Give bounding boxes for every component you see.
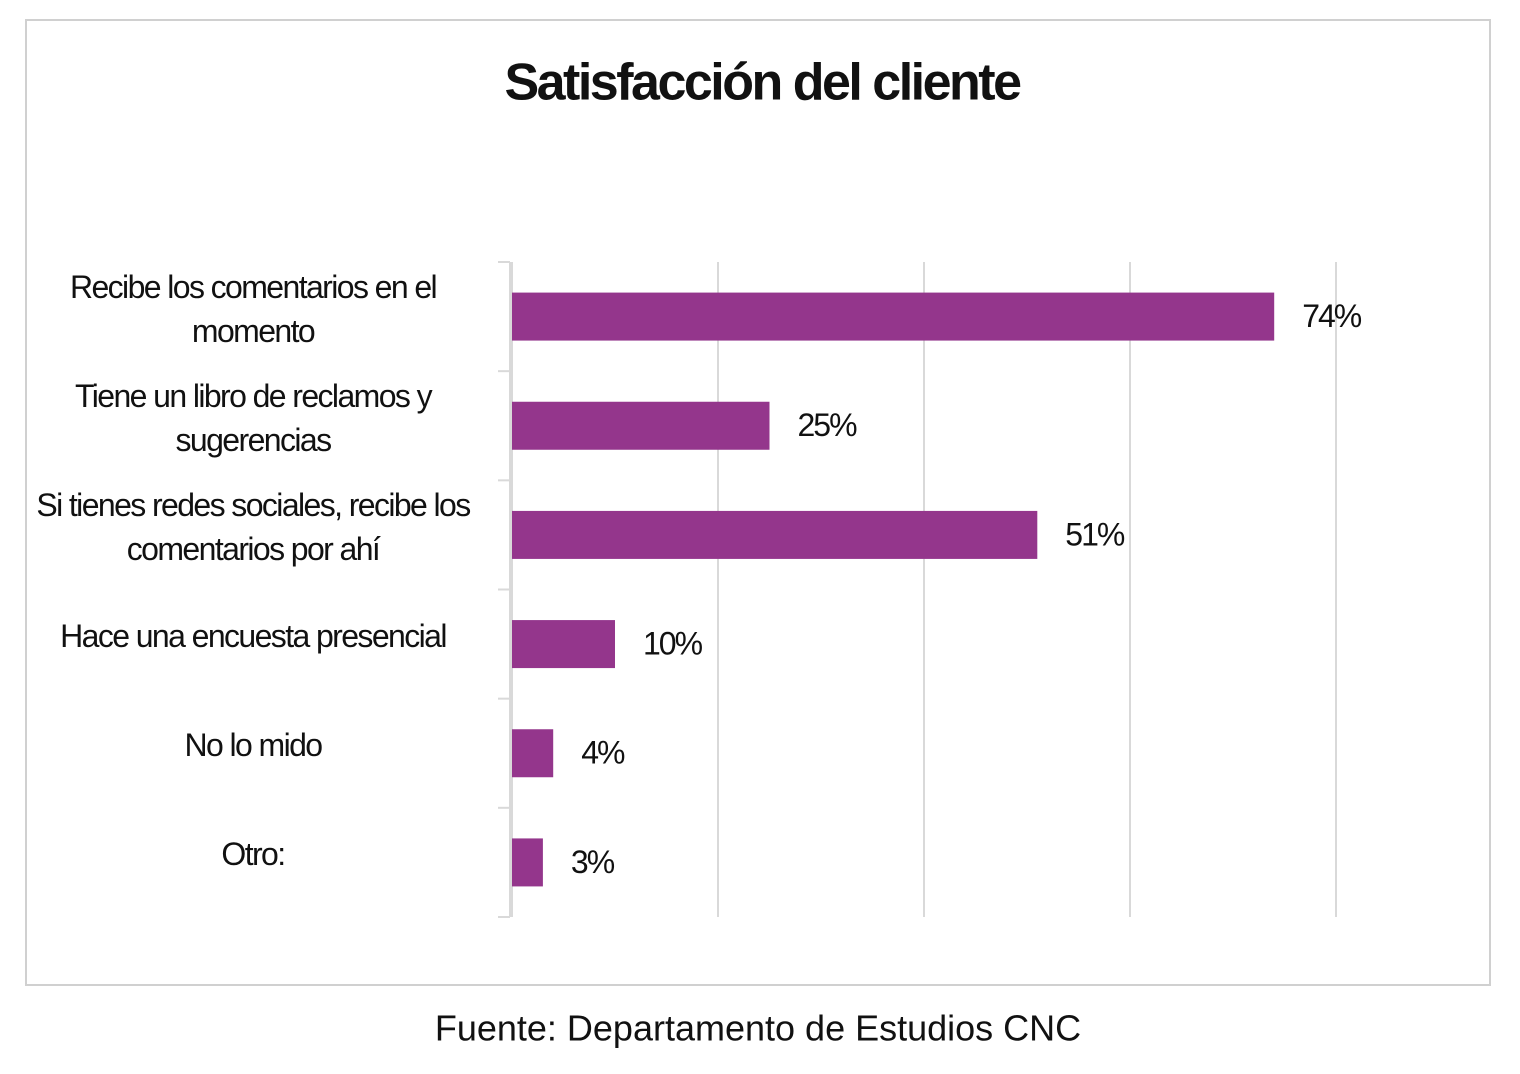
value-label: 10% xyxy=(643,626,703,662)
value-label: 74% xyxy=(1302,298,1362,334)
value-label: 3% xyxy=(571,844,615,880)
bar xyxy=(512,401,770,450)
bar xyxy=(512,620,615,669)
category-label: Tiene un libro de reclamos y sugerencias xyxy=(75,377,433,458)
bar xyxy=(512,510,1038,559)
category-label: Otro: xyxy=(221,836,286,873)
bar xyxy=(512,729,554,778)
value-label: 25% xyxy=(798,407,858,443)
value-label: 4% xyxy=(581,735,625,771)
chart-title: Satisfacción del cliente xyxy=(504,54,1021,112)
source: Fuente: Departamento de Estudios CNC xyxy=(435,1008,1081,1049)
value-label: 51% xyxy=(1065,516,1125,552)
category-label: No lo mido xyxy=(184,727,324,764)
bar xyxy=(512,838,543,887)
frame xyxy=(25,19,1491,986)
category-label: Hace una encuesta presencial xyxy=(60,618,447,654)
category-label: Recibe los comentarios en el momento xyxy=(69,268,438,349)
bar xyxy=(512,292,1275,341)
category-label: Si tienes redes sociales, recibe los com… xyxy=(36,486,471,567)
